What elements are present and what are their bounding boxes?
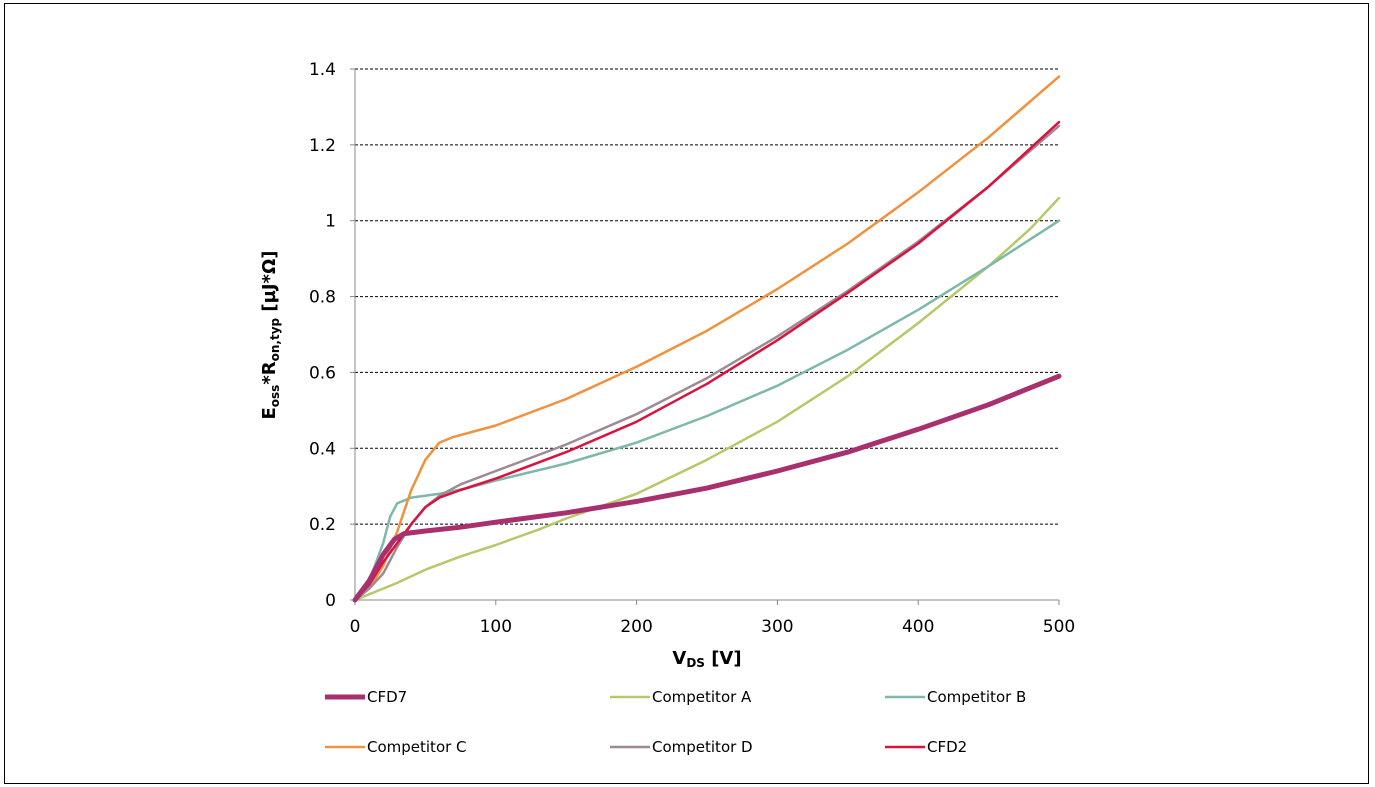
- y-tick-label: 0.4: [309, 439, 336, 459]
- legend-label: Competitor A: [652, 688, 752, 706]
- series-line-cfd2: [353, 120, 1061, 602]
- series-line-competitor-d: [353, 124, 1061, 602]
- legend-label: Competitor C: [367, 738, 467, 756]
- y-tick-label: 1.2: [309, 136, 336, 156]
- legend-item: Competitor A: [610, 688, 752, 706]
- legend-label: Competitor D: [652, 738, 753, 756]
- y-tick-label: 1.4: [309, 60, 336, 80]
- x-axis-title: VDS [V]: [672, 648, 741, 670]
- x-tick-label: 100: [480, 617, 512, 637]
- x-tick-label: 400: [902, 617, 934, 637]
- y-tick-labels: 0 0.2 0.4 0.6 0.8 1 1.2 1.4: [309, 60, 336, 611]
- y-tick-label: 0.6: [309, 363, 336, 383]
- legend-label: Competitor B: [927, 688, 1026, 706]
- legend-item: Competitor B: [885, 688, 1026, 706]
- legend-item: Competitor D: [610, 738, 753, 756]
- y-tick-label: 0.2: [309, 515, 336, 535]
- legend: CFD7 Competitor A Competitor B Competitor C…: [325, 688, 1026, 756]
- legend-item: CFD7: [325, 688, 407, 706]
- x-tick-label: 0: [350, 617, 361, 637]
- x-tick-labels: 0 100 200 300 400 500: [350, 617, 1076, 637]
- x-tick-label: 500: [1043, 617, 1075, 637]
- x-tick-label: 300: [761, 617, 793, 637]
- legend-label: CFD2: [927, 738, 967, 756]
- x-tick-label: 200: [620, 617, 652, 637]
- y-tick-label: 1: [325, 212, 336, 232]
- series-line-competitor-c: [353, 75, 1061, 602]
- y-tick-label: 0.8: [309, 288, 336, 308]
- legend-label: CFD7: [367, 688, 407, 706]
- series-line-competitor-b: [353, 219, 1061, 602]
- series-line-cfd7: [352, 373, 1062, 603]
- series-line-competitor-a: [353, 196, 1061, 602]
- gridlines: [355, 68, 1059, 525]
- y-tick-label: 0: [325, 591, 336, 611]
- series-lines: [352, 75, 1062, 603]
- legend-item: CFD2: [885, 738, 967, 756]
- y-axis-title: Eoss*Ron,typ [µJ*Ω]: [259, 251, 282, 420]
- legend-item: Competitor C: [325, 738, 467, 756]
